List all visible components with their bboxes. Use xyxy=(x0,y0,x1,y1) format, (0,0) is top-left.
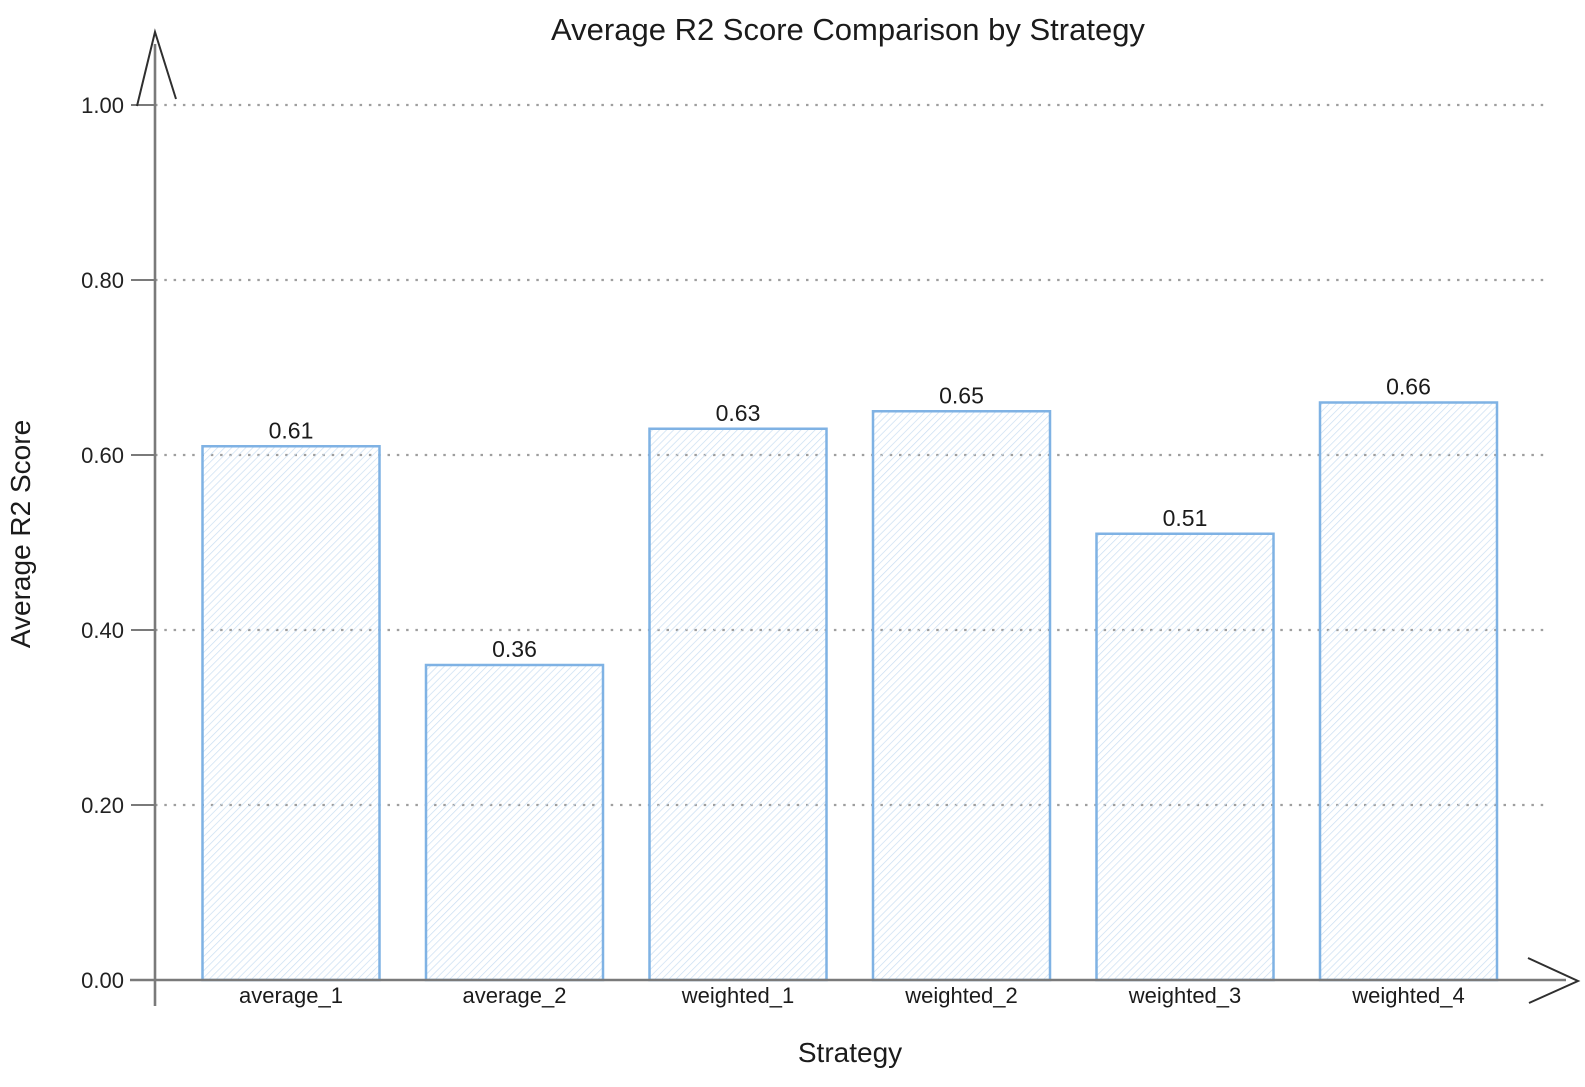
bar-value-labels: 0.61 0.36 0.63 0.65 0.51 0.66 xyxy=(269,374,1431,663)
y-axis-ticks: 0.00 0.20 0.40 0.60 0.80 1.00 xyxy=(81,93,155,993)
y-tick-label: 0.60 xyxy=(81,443,124,468)
bar xyxy=(1318,401,1499,982)
bar xyxy=(1095,532,1275,982)
bar-value-label: 0.61 xyxy=(269,417,314,443)
bar xyxy=(201,445,381,982)
bar xyxy=(871,410,1052,982)
y-tick-label: 0.80 xyxy=(81,268,124,293)
y-tick-label: 0.00 xyxy=(81,968,124,993)
x-axis-title: Strategy xyxy=(798,1037,902,1068)
chart-title: Average R2 Score Comparison by Strategy xyxy=(551,12,1145,47)
y-tick-label: 0.20 xyxy=(81,793,124,818)
bar-value-label: 0.36 xyxy=(492,636,537,662)
bar-value-label: 0.51 xyxy=(1163,505,1208,531)
x-category-label: average_1 xyxy=(239,983,343,1008)
bar xyxy=(648,427,828,982)
axes xyxy=(130,28,1581,1006)
x-category-label: weighted_3 xyxy=(1128,983,1242,1008)
y-axis-arrow-icon xyxy=(136,28,177,107)
bar-value-label: 0.66 xyxy=(1386,374,1431,400)
x-category-label: weighted_2 xyxy=(904,983,1018,1008)
bar-value-label: 0.63 xyxy=(716,400,761,426)
bar-value-label: 0.65 xyxy=(939,382,984,408)
x-category-labels: average_1 average_2 weighted_1 weighted_2 we… xyxy=(239,983,1465,1008)
x-axis-arrow-icon xyxy=(1527,957,1581,1004)
x-category-label: weighted_4 xyxy=(1351,983,1465,1008)
bar xyxy=(424,663,605,982)
y-tick-label: 0.40 xyxy=(81,618,124,643)
bars xyxy=(201,401,1499,982)
y-axis-title: Average R2 Score xyxy=(5,420,36,648)
x-category-label: average_2 xyxy=(463,983,567,1008)
x-category-label: weighted_1 xyxy=(681,983,795,1008)
y-tick-label: 1.00 xyxy=(81,93,124,118)
